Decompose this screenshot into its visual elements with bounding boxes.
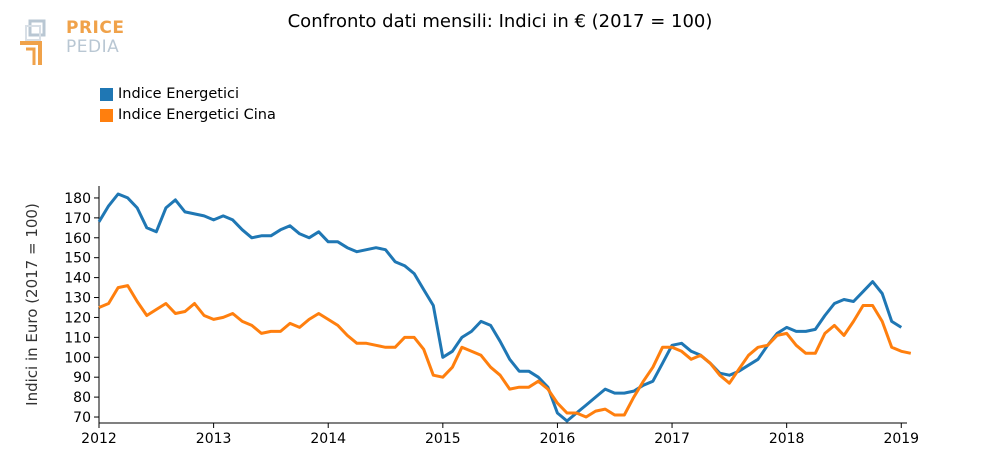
y-tick-label: 120 — [64, 310, 91, 326]
legend-label: Indice Energetici Cina — [118, 107, 276, 123]
legend-item-energetici[interactable]: Indice Energetici — [100, 84, 276, 104]
x-tick-label: 2014 — [310, 431, 346, 447]
x-tick-label: 2015 — [425, 431, 461, 447]
y-tick-label: 150 — [64, 251, 91, 267]
y-tick-label: 130 — [64, 291, 91, 307]
legend-item-energetici-cina[interactable]: Indice Energetici Cina — [100, 105, 276, 125]
x-tick-label: 2016 — [540, 431, 576, 447]
legend-swatch — [100, 87, 113, 101]
pricepedia-logo: PRICE PEDIA — [18, 18, 128, 68]
legend: Indice Energetici Indice Energetici Cina — [100, 84, 276, 126]
legend-label: Indice Energetici — [118, 86, 240, 102]
y-axis-label: Indici in Euro (2017 = 100) — [23, 203, 41, 406]
logo-text-pedia: PEDIA — [66, 37, 120, 57]
x-tick-label: 2013 — [196, 431, 232, 447]
x-tick-label: 2012 — [81, 431, 117, 447]
y-tick-label: 110 — [64, 330, 91, 346]
y-tick-label: 170 — [64, 211, 91, 227]
y-tick-label: 100 — [64, 350, 91, 366]
y-tick-label: 160 — [64, 231, 91, 247]
logo-mark-icon — [20, 19, 46, 65]
y-tick-label: 90 — [73, 370, 91, 386]
series-line-1 — [98, 284, 912, 419]
y-tick-label: 80 — [73, 390, 91, 406]
x-tick-label: 2018 — [769, 431, 805, 447]
chart-title: Confronto dati mensili: Indici in € (201… — [287, 11, 713, 32]
legend-swatch — [100, 108, 113, 122]
x-tick-label: 2017 — [654, 431, 690, 447]
y-tick-label: 70 — [73, 410, 91, 426]
x-tick-label: 2019 — [883, 431, 919, 447]
y-tick-label: 180 — [64, 191, 91, 207]
series-line-0 — [97, 192, 903, 423]
y-tick-label: 140 — [64, 271, 91, 287]
logo-text-price: PRICE — [66, 18, 125, 38]
